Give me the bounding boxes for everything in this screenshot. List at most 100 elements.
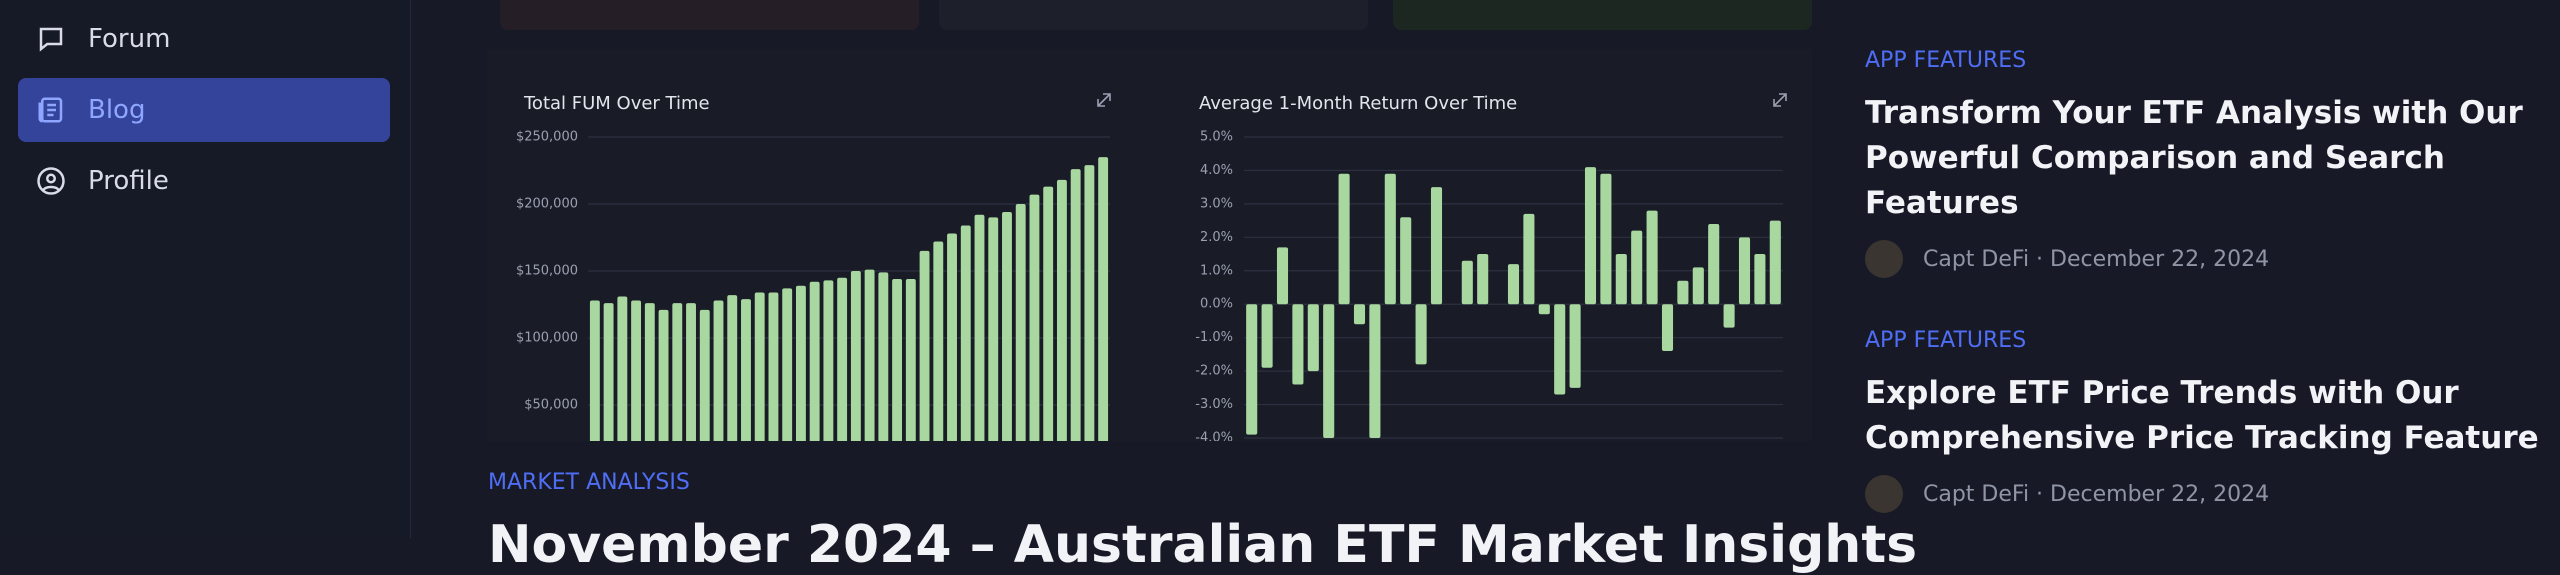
bar [1461, 260, 1473, 305]
bar [782, 288, 793, 441]
title-line: Transform Your ETF Analysis with Our [1865, 95, 2523, 131]
byline: Capt DeFi · December 22, 2024 [1865, 240, 2545, 278]
y-tick-label: 4.0% [1200, 163, 1233, 178]
y-tick-label: $150,000 [516, 264, 578, 279]
bar [974, 214, 985, 441]
post-title[interactable]: Explore ETF Price Trends with Our Compre… [1865, 371, 2545, 461]
bar [1338, 173, 1350, 305]
y-tick-label: -4.0% [1195, 431, 1233, 446]
bar [1029, 194, 1040, 441]
bar [1002, 212, 1012, 441]
chart: -4.0% -3.0% -2.0% -1.0% 0.0% 1.0% 2.0% 3.0% 4.0%… [1195, 130, 1783, 446]
y-tick-label: $250,000 [516, 130, 578, 145]
bar [960, 225, 971, 441]
bar [837, 277, 848, 441]
expand-icon[interactable] [1773, 93, 1787, 107]
bar [850, 271, 861, 441]
charts: $50,000 $100,000 $150,000 $200,000 $250,000 T… [516, 93, 1787, 446]
title-line: Powerful Comparison and Search [1865, 140, 2445, 176]
byline-text: Capt DeFi · December 22, 2024 [1923, 481, 2270, 507]
article-title[interactable]: November 2024 – Australian ETF Market In… [488, 515, 1918, 575]
nav-forum[interactable]: Forum [18, 7, 390, 71]
byline-text: Capt DeFi · December 22, 2024 [1923, 246, 2270, 272]
expand-icon[interactable] [1097, 93, 1111, 107]
chart-title: Average 1-Month Return Over Time [1199, 93, 1517, 114]
bar [603, 303, 614, 441]
chart: $50,000 $100,000 $150,000 $200,000 $250,000 [516, 130, 1110, 441]
bar [644, 303, 655, 441]
bar [1084, 165, 1095, 441]
y-tick-label: -1.0% [1195, 330, 1233, 345]
bar [1276, 247, 1289, 305]
post-category: APP FEATURES [1865, 48, 2027, 73]
bar [727, 295, 738, 441]
nav-profile[interactable]: Profile [18, 149, 390, 213]
bar [1292, 304, 1304, 385]
bar [1661, 304, 1674, 352]
bar [1246, 304, 1258, 435]
bar [1307, 304, 1319, 372]
bar [823, 280, 834, 441]
y-tick-label: -3.0% [1195, 397, 1233, 412]
post-category: APP FEATURES [1865, 328, 2027, 353]
bar [864, 269, 875, 441]
bar [1323, 304, 1335, 438]
bar [933, 241, 944, 441]
bar [631, 300, 642, 441]
y-tick-label: 5.0% [1200, 130, 1233, 145]
bar [1738, 237, 1751, 305]
stat-card [500, 0, 919, 30]
bar [1098, 157, 1109, 441]
avatar [1865, 240, 1903, 278]
post-title[interactable]: Transform Your ETF Analysis with Our Pow… [1865, 91, 2545, 226]
bar [1043, 186, 1054, 441]
bar [1554, 304, 1566, 395]
bar [768, 292, 779, 441]
title-line: Features [1865, 185, 2019, 221]
bar [1353, 304, 1366, 325]
bar [1584, 167, 1597, 305]
bar [795, 285, 806, 441]
bar [1769, 220, 1781, 305]
byline: Capt DeFi · December 22, 2024 [1865, 475, 2545, 513]
bar [589, 300, 600, 441]
avatar [1865, 475, 1903, 513]
title-line: Explore ETF Price Trends with Our [1865, 375, 2459, 411]
y-tick-label: $50,000 [524, 398, 578, 413]
bar [1646, 210, 1658, 305]
y-tick-label: -2.0% [1195, 364, 1233, 379]
y-tick-label: $100,000 [516, 331, 578, 346]
nav-label: Forum [88, 24, 171, 54]
bar [988, 217, 999, 441]
bar [1056, 179, 1067, 441]
title-line: Comprehensive Price Tracking Feature [1865, 420, 2539, 456]
y-tick-label: 2.0% [1200, 230, 1233, 245]
bar [1369, 304, 1381, 438]
nav-blog[interactable]: Blog [18, 78, 390, 142]
bar [1384, 173, 1396, 305]
bar [1708, 223, 1720, 305]
bar [1400, 217, 1412, 305]
article-category: MARKET ANALYSIS [488, 470, 690, 495]
bar [1569, 304, 1581, 388]
bar [1070, 169, 1081, 441]
bar [1523, 213, 1535, 305]
y-tick-label: $200,000 [516, 197, 578, 212]
nav-label: Blog [88, 95, 146, 125]
bar [1692, 267, 1704, 305]
bar [947, 233, 957, 441]
bar [1677, 280, 1689, 305]
related-posts: APP FEATURES Transform Your ETF Analysis… [1865, 48, 2545, 513]
bar [919, 250, 930, 441]
bar [1615, 254, 1627, 305]
bar [1600, 173, 1612, 305]
bar [1430, 187, 1443, 305]
y-tick-label: 1.0% [1200, 263, 1233, 278]
stat-card [939, 0, 1368, 30]
bar [1723, 304, 1735, 328]
y-tick-label: 0.0% [1200, 297, 1233, 312]
forum-icon [39, 27, 63, 52]
bar [699, 309, 710, 441]
sidebar: Forum Blog Profile [0, 0, 411, 538]
